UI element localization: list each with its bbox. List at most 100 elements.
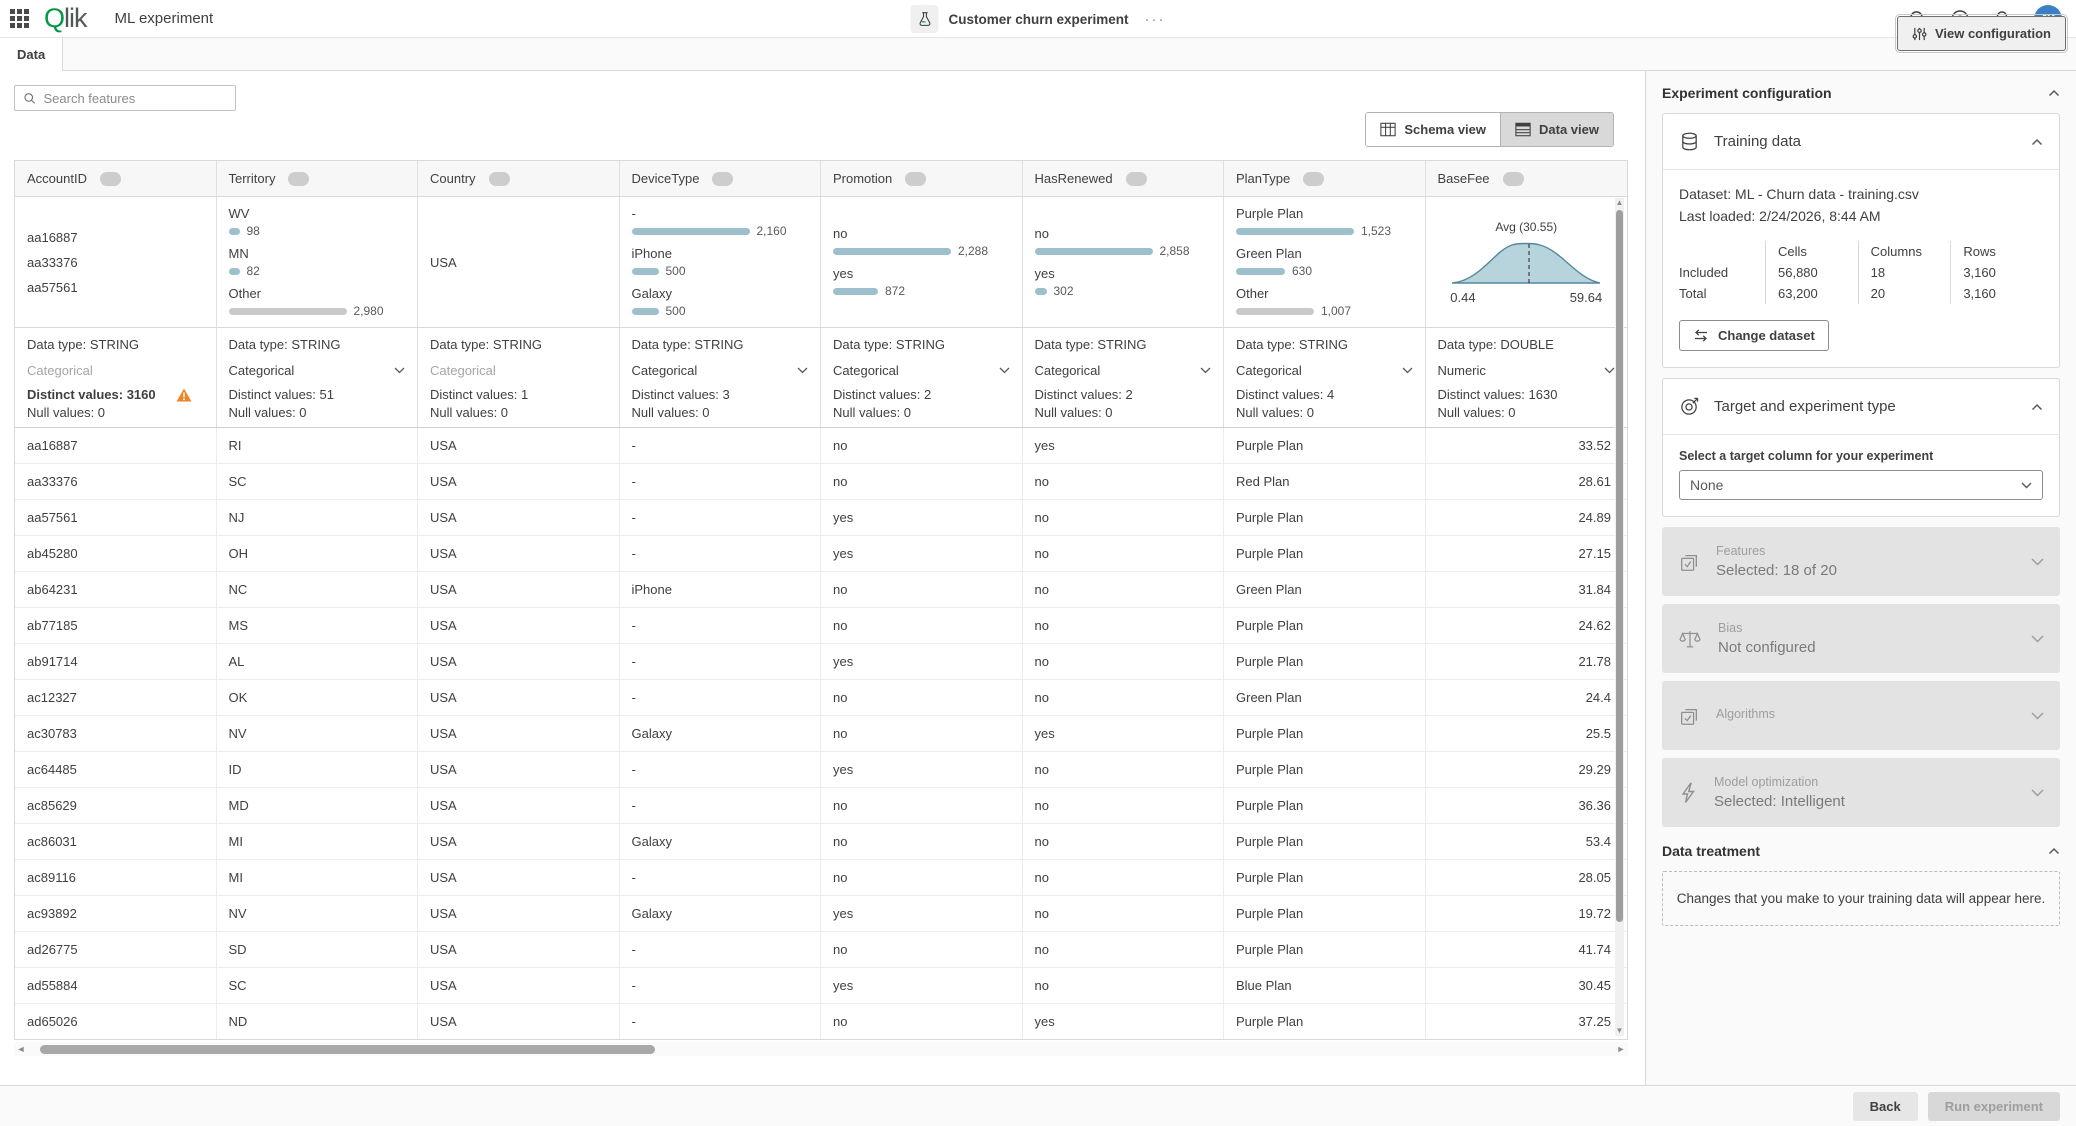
back-button[interactable]: Back [1852,1091,1918,1121]
chevron-up-icon[interactable] [2048,847,2060,855]
histogram-item: Other 1,007 [1236,286,1413,318]
disabled-section-bias[interactable]: Bias Not configured [1662,604,2060,674]
target-column-select[interactable]: None [1679,470,2043,501]
scroll-up-arrow-icon[interactable]: ▲ [1615,198,1624,207]
lightning-icon [1678,782,1698,804]
feature-type-select[interactable]: Categorical [1035,359,1212,381]
histogram-item: Other 2,980 [228,286,406,318]
data-view-button[interactable]: Data view [1500,113,1613,146]
data-cell: no [821,572,1023,607]
vertical-scroll-thumb[interactable] [1616,210,1623,923]
histogram-item: no 2,288 [833,226,1010,258]
feature-include-toggle[interactable] [1125,171,1147,186]
data-cell: USA [418,1004,620,1039]
data-cell: 41.74 [1578,942,1611,957]
waffle-menu-icon[interactable] [10,8,30,29]
change-dataset-button[interactable]: Change dataset [1679,320,1829,352]
summary-cell-devicetype: - 2,160 iPhone 500 Galaxy 500 [620,197,821,327]
feature-type-value: Numeric [1437,362,1486,378]
column-header-territory: Territory [217,161,418,196]
data-cell: MS [217,608,418,643]
histogram-count: 2,980 [353,304,384,318]
chevron-down-icon [394,367,405,373]
feature-include-toggle[interactable] [488,171,510,186]
feature-include-toggle[interactable] [1502,171,1524,186]
data-cell: yes [821,968,1023,1003]
feature-include-toggle[interactable] [712,171,734,186]
data-cell: ID [217,752,418,787]
data-cell: no [821,680,1023,715]
feature-type-select: Categorical [430,359,607,381]
data-cell: ad26775 [15,932,217,967]
histogram-item: yes 302 [1034,266,1212,298]
data-cell: OK [217,680,418,715]
training-data-header[interactable]: Training data [1663,114,2059,169]
feature-type-select[interactable]: Numeric [1438,359,1616,381]
histogram-count: 872 [885,284,906,298]
table-row: ad55884 SC USA - yes no Blue Plan 30.45 [15,968,1627,1004]
view-configuration-button[interactable]: View configuration [1894,14,2069,53]
data-cell: no [1023,464,1224,499]
disabled-section-features[interactable]: Features Selected: 18 of 20 [1662,527,2060,597]
target-section-header[interactable]: Target and experiment type [1663,379,2059,434]
chevron-up-icon[interactable] [2031,403,2043,411]
scroll-down-arrow-icon[interactable]: ▼ [1615,1026,1624,1035]
data-cell: ab77185 [15,608,217,643]
scroll-left-arrow-icon[interactable]: ◄ [16,1044,26,1054]
schema-view-button[interactable]: Schema view [1366,113,1501,146]
feature-type-select[interactable]: Categorical [1236,359,1413,381]
search-features-input[interactable] [43,90,227,106]
null-values-label: Null values: 0 [27,405,106,420]
data-cell: 19.72 [1578,906,1611,921]
feature-include-toggle[interactable] [905,171,927,186]
distribution-range: 0.44 59.64 [1450,290,1602,305]
data-cell: ab91714 [15,644,217,679]
disabled-section-algorithms[interactable]: Algorithms [1662,681,2060,751]
feature-type-select[interactable]: Categorical [632,359,809,381]
horizontal-scroll-thumb[interactable] [40,1044,655,1054]
histogram-bar-row: 1,523 [1236,224,1413,238]
histogram-bar [228,267,240,275]
target-experiment-type-card: Target and experiment type Select a targ… [1662,378,2060,518]
data-cell: - [620,680,821,715]
chevron-down-icon [797,367,808,373]
data-cell: no [821,464,1023,499]
disabled-section-model-optimization[interactable]: Model optimization Selected: Intelligent [1662,758,2060,828]
tab-data[interactable]: Data [0,38,64,71]
run-experiment-button[interactable]: Run experiment [1927,1091,2060,1121]
type-cell-plantype: Data type: STRING Categorical Distinct val… [1224,328,1426,427]
histogram-bar [833,287,878,295]
data-cell: - [620,788,821,823]
data-cell: no [1023,644,1224,679]
histogram-bar [631,307,659,315]
feature-include-toggle[interactable] [1303,171,1325,186]
data-cell: Purple Plan [1224,716,1426,751]
data-cell: ac64485 [15,752,217,787]
disabled-section-title: Bias [1718,621,1743,636]
data-cell: yes [1023,716,1224,751]
histogram-count: 1,523 [1361,224,1392,238]
more-menu-icon[interactable]: ··· [1144,10,1166,28]
histogram-count: 1,007 [1321,304,1352,318]
data-cell: USA [418,932,620,967]
distinct-values-label: Distinct values: 4 [1236,387,1413,402]
table-row: ad65026 ND USA - no yes Purple Plan 37.25 [15,1004,1627,1039]
disabled-section-text: Model optimization Selected: Intelligent [1714,775,2015,810]
checkbox-icon [1678,551,1700,573]
dataset-name: Dataset: ML - Churn data - training.csv [1679,186,1919,202]
table-row: aa33376 SC USA - no no Red Plan 28.61 [15,464,1627,500]
footer-bar: Back Run experiment [0,1085,2076,1126]
vertical-scrollbar[interactable]: ▲ ▼ [1615,198,1624,1036]
horizontal-scrollbar[interactable]: ◄ ► [14,1042,1628,1056]
feature-include-toggle[interactable] [288,171,310,186]
chevron-up-icon[interactable] [2048,89,2060,97]
data-cell: 30.45 [1578,978,1611,993]
chevron-up-icon[interactable] [2031,138,2043,146]
distinct-values-text: Distinct values: 51 [228,387,335,402]
scroll-right-arrow-icon[interactable]: ► [1616,1044,1626,1054]
data-cell: no [1023,572,1224,607]
feature-type-select[interactable]: Categorical [229,359,406,381]
disabled-section-title: Model optimization [1714,775,1819,790]
feature-type-select[interactable]: Categorical [833,359,1010,381]
feature-include-toggle[interactable] [99,171,121,186]
